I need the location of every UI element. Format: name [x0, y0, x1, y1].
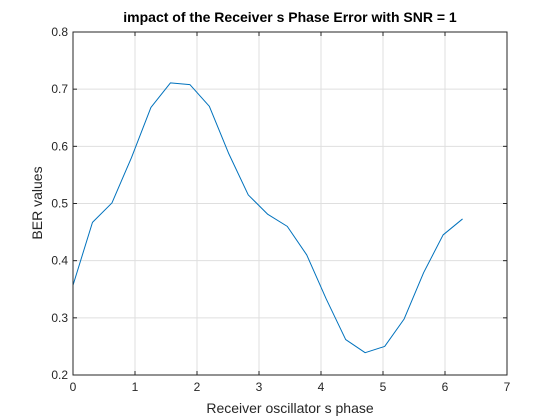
y-tick-label: 0.5: [51, 197, 68, 211]
x-tick-label: 5: [380, 380, 387, 394]
x-tick-label: 2: [194, 380, 201, 394]
y-tick-label: 0.6: [51, 139, 68, 153]
x-tick-label: 7: [504, 380, 511, 394]
y-tick-label: 0.3: [51, 311, 68, 325]
series-group: [72, 82, 463, 354]
y-tick-label: 0.8: [51, 25, 68, 39]
y-tick-label: 0.4: [51, 254, 68, 268]
x-tick-label: 6: [442, 380, 449, 394]
x-tick-label: 4: [318, 380, 325, 394]
y-axis-label: BER values: [29, 166, 45, 239]
x-tick-label: 1: [132, 380, 139, 394]
chart-title: impact of the Receiver s Phase Error wit…: [123, 9, 457, 25]
grid-lines: [73, 32, 507, 375]
y-tick-label: 0.7: [51, 82, 68, 96]
series-line-0: [72, 82, 463, 354]
x-axis-label: Receiver oscillator s phase: [206, 400, 374, 416]
x-tick-label: 3: [256, 380, 263, 394]
axis-ticks: 0 1 2 3 4 5 6 7 0.2 0.3 0.4 0.5 0.6 0.7 0.8: [51, 25, 510, 394]
y-tick-label: 0.2: [51, 368, 68, 382]
x-tick-label: 0: [70, 380, 77, 394]
